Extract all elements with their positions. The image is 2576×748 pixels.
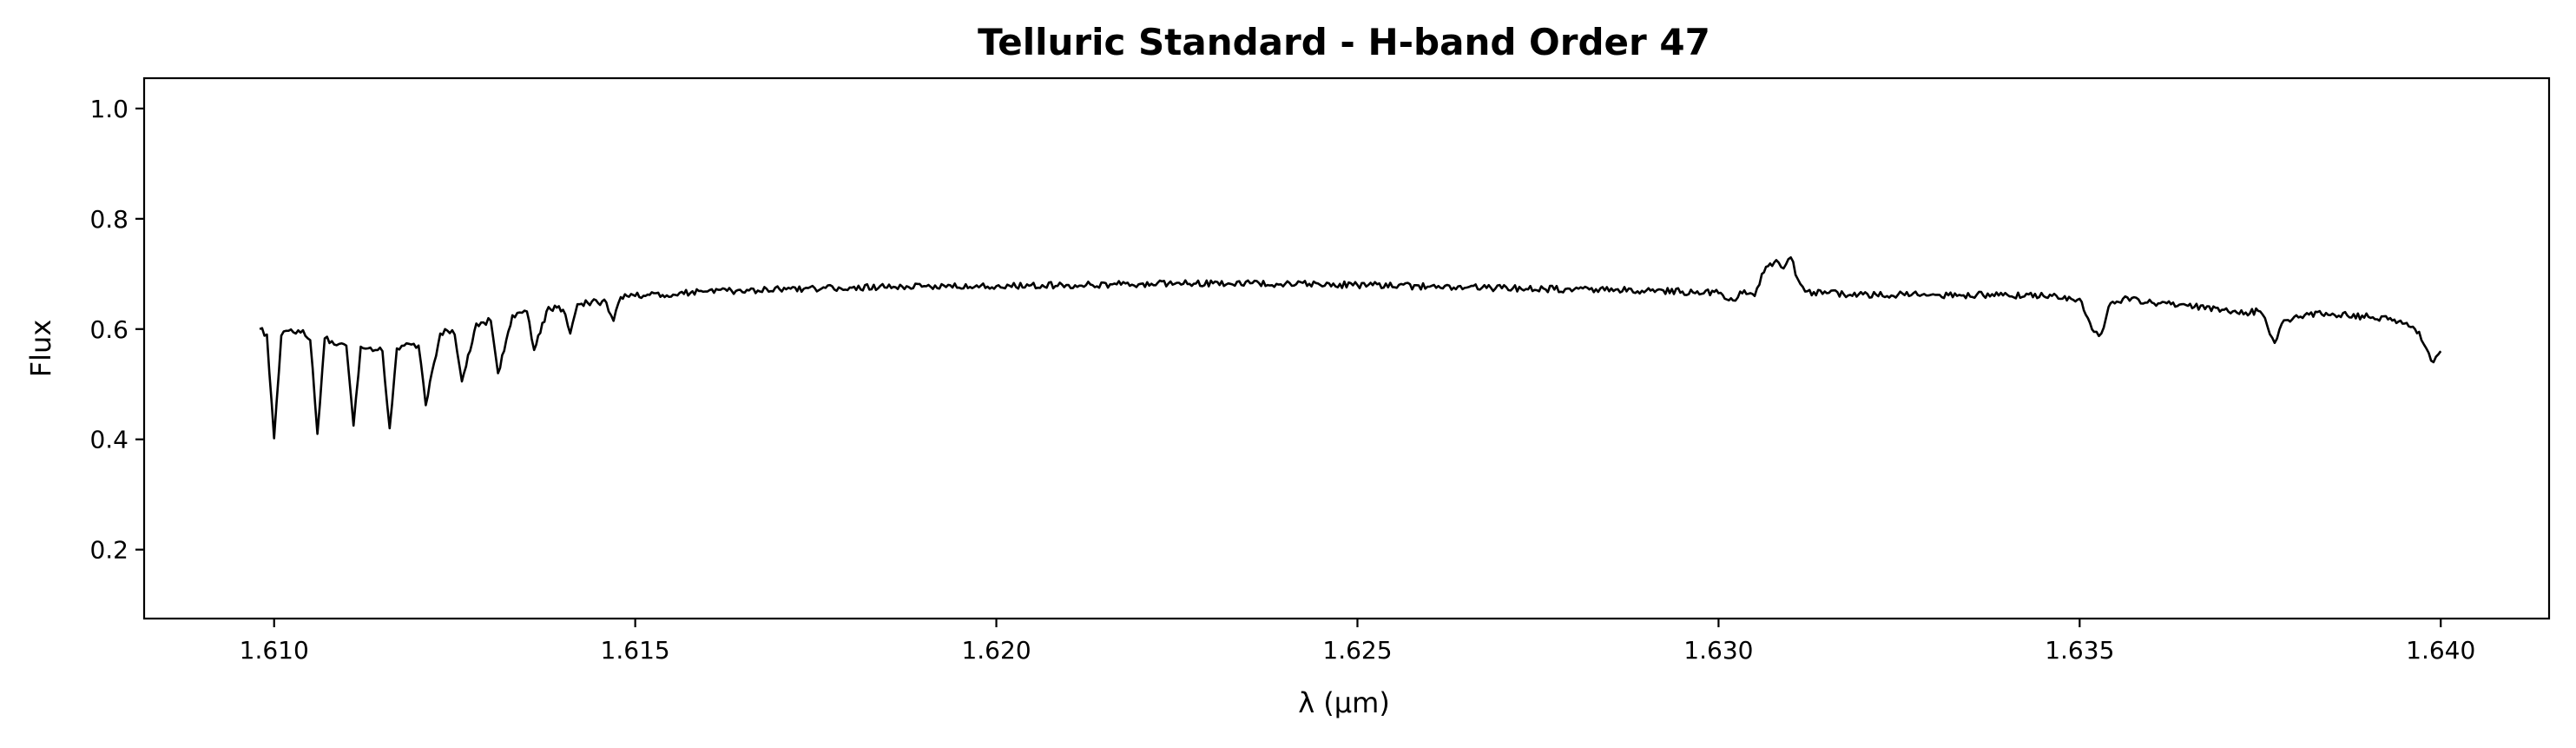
series-line [259,256,2442,440]
x-tick-label: 1.630 [1683,636,1753,665]
x-tick-label: 1.635 [2045,636,2114,665]
plot-frame [142,76,2551,620]
x-tick-label: 1.620 [961,636,1031,665]
y-tick-label: 0.2 [89,536,128,565]
x-axis: 1.610 1.615 1.620 1.625 1.630 1.635 1.640 [240,619,2475,665]
x-tick-label: 1.640 [2406,636,2475,665]
x-axis-label: λ (μm) [1298,686,1390,719]
chart-title: Telluric Standard - H-band Order 47 [978,21,1710,63]
x-tick-label: 1.610 [240,636,309,665]
y-axis-label: Flux [24,320,57,378]
y-tick-label: 0.4 [89,426,128,454]
y-axis: 0.2 0.4 0.6 0.8 1.0 [89,95,144,565]
y-tick-label: 1.0 [89,95,128,123]
x-tick-label: 1.625 [1322,636,1392,665]
y-tick-label: 0.8 [89,205,128,234]
y-tick-label: 0.6 [89,315,128,344]
x-tick-label: 1.615 [601,636,670,665]
